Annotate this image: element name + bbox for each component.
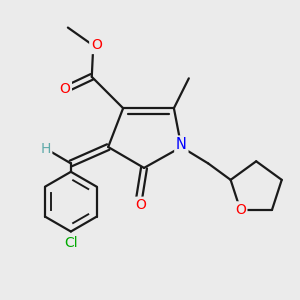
Text: O: O (235, 203, 246, 217)
Text: Cl: Cl (64, 236, 78, 250)
Text: O: O (91, 38, 102, 52)
Text: O: O (136, 198, 146, 212)
Text: O: O (59, 82, 70, 96)
Text: N: N (176, 137, 187, 152)
Text: H: H (40, 142, 51, 155)
